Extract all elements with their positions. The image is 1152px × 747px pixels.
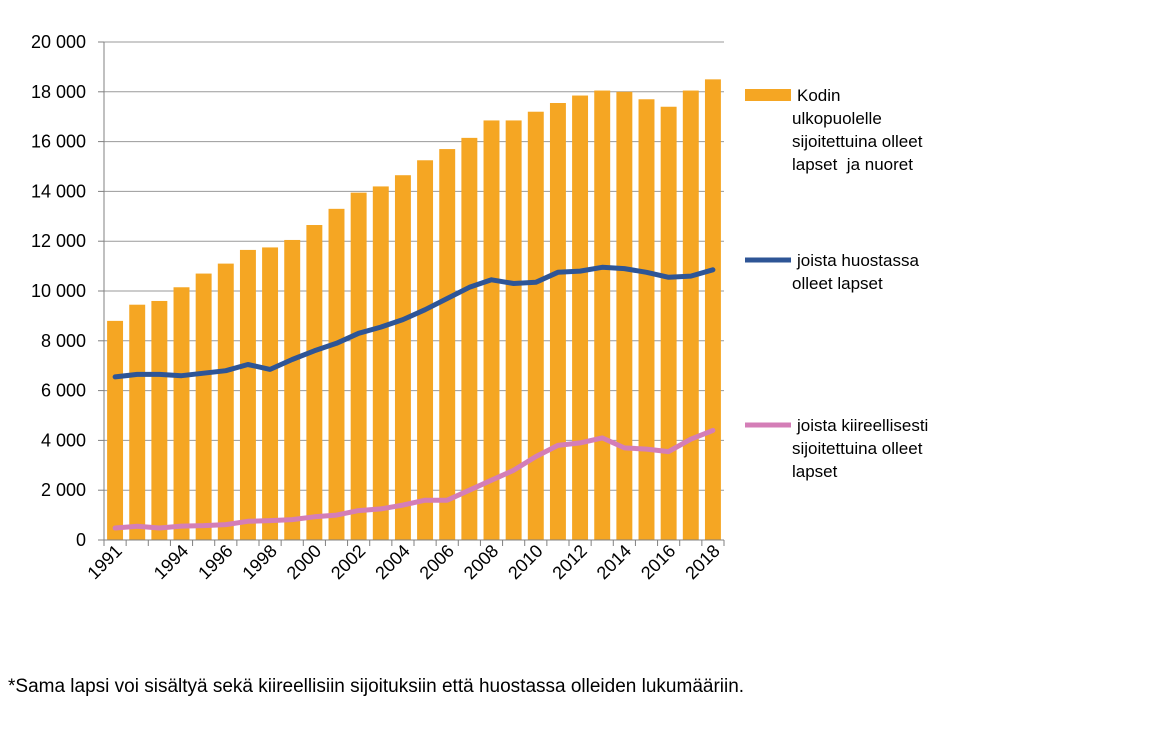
- y-tick-label: 2 000: [41, 480, 86, 500]
- x-tick-label: 1991: [83, 541, 125, 583]
- x-tick-label: 2006: [416, 541, 458, 583]
- bar: [461, 137, 478, 541]
- x-tick-label: 2016: [637, 541, 679, 583]
- bar: [616, 91, 633, 541]
- bar: [572, 95, 589, 540]
- bar: [217, 263, 234, 540]
- legend-label: lapset ja nuoret: [792, 155, 913, 174]
- bar: [151, 300, 168, 540]
- y-tick-label: 20 000: [31, 32, 86, 52]
- y-tick-label: 8 000: [41, 331, 86, 351]
- legend-label: lapset: [792, 462, 838, 481]
- bar: [306, 225, 323, 540]
- y-tick-label: 6 000: [41, 381, 86, 401]
- legend-label: joista kiireellisesti: [796, 416, 928, 435]
- legend-label: sijoitettuina olleet: [792, 132, 923, 151]
- series-line: [112, 264, 716, 380]
- legend-label: sijoitettuina olleet: [792, 439, 923, 458]
- bar: [439, 149, 456, 540]
- x-tick-label: 2012: [548, 541, 590, 583]
- bar: [594, 90, 611, 541]
- legend-label: ulkopuolelle: [792, 109, 882, 128]
- y-tick-label: 10 000: [31, 281, 86, 301]
- bar: [549, 103, 566, 540]
- bar: [284, 239, 301, 540]
- legend-label: Kodin: [797, 86, 840, 105]
- x-tick-label: 1994: [150, 541, 192, 583]
- chart: 0 2 000 4 000 6 000 8 000 10 000 12 000 14 000 1…: [31, 32, 928, 583]
- legend-label: joista huostassa: [796, 251, 919, 270]
- bar: [239, 249, 256, 541]
- y-tick-label: 0: [76, 530, 86, 550]
- bar-series: [107, 79, 721, 541]
- bar: [350, 192, 367, 540]
- legend-swatch: [745, 89, 791, 101]
- line-series: [112, 264, 716, 531]
- x-tick-label: 2000: [283, 541, 325, 583]
- bar: [483, 120, 500, 540]
- bar: [173, 287, 190, 540]
- footnote: *Sama lapsi voi sisältyä sekä kiireellis…: [8, 676, 745, 697]
- y-tick-label: 4 000: [41, 430, 86, 450]
- legend-label: olleet lapset: [792, 274, 883, 293]
- legend: Kodin ulkopuolelle sijoitettuina olleet lap…: [745, 86, 928, 481]
- bar: [417, 160, 434, 540]
- series-line: [112, 427, 716, 531]
- x-tick-label: 2010: [504, 541, 546, 583]
- y-tick-label: 14 000: [31, 181, 86, 201]
- legend-item: Kodin ulkopuolelle sijoitettuina olleet lap…: [745, 86, 923, 174]
- bar: [638, 99, 655, 541]
- x-tick-label: 2018: [681, 541, 723, 583]
- y-tick-label: 12 000: [31, 231, 86, 251]
- x-tick-label: 1998: [238, 541, 280, 583]
- bar: [328, 208, 345, 540]
- bar: [262, 247, 279, 541]
- bar: [129, 304, 146, 540]
- bar: [660, 106, 677, 541]
- x-tick-label: 1996: [194, 541, 236, 583]
- legend-item: joista kiireellisesti sijoitettuina ollee…: [745, 416, 928, 481]
- bar: [527, 111, 544, 540]
- bar: [682, 90, 699, 541]
- x-tick-label: 2002: [327, 541, 369, 583]
- legend-item: joista huostassa olleet lapset: [745, 251, 919, 293]
- bar: [195, 273, 212, 540]
- x-tick-label: 2008: [460, 541, 502, 583]
- bar: [704, 79, 721, 540]
- bar: [505, 120, 522, 540]
- bar: [372, 186, 389, 541]
- y-tick-label: 16 000: [31, 132, 86, 152]
- bar: [394, 175, 411, 540]
- x-tick-label: 2004: [371, 541, 413, 583]
- y-tick-label: 18 000: [31, 82, 86, 102]
- bar: [107, 320, 124, 540]
- x-tick-label: 2014: [593, 541, 635, 583]
